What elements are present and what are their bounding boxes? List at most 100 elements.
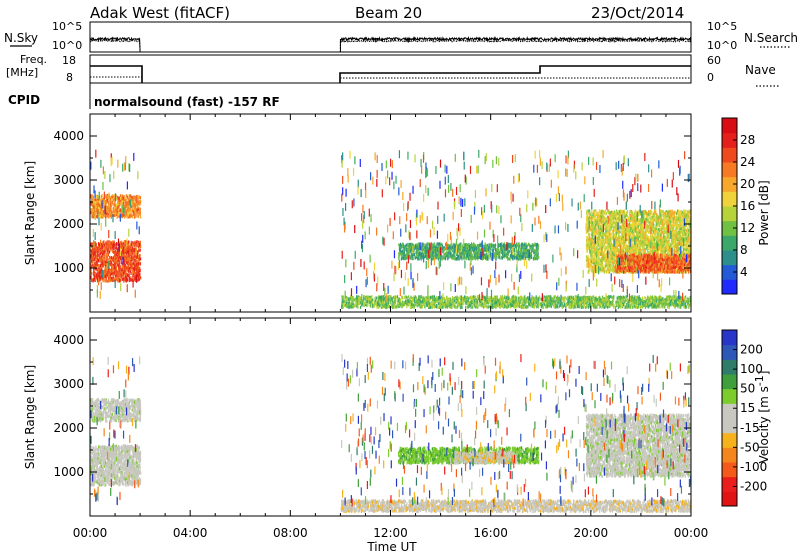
data-cell <box>518 245 520 249</box>
data-cell <box>466 243 468 247</box>
data-cell <box>473 247 476 251</box>
data-cell <box>681 251 684 255</box>
data-cell <box>630 215 633 219</box>
data-cell <box>139 248 141 252</box>
data-cell <box>109 243 111 247</box>
data-cell <box>109 211 111 215</box>
data-cell <box>90 250 93 254</box>
data-cell <box>513 248 515 252</box>
data-cell <box>453 252 455 256</box>
data-cell <box>405 253 407 257</box>
data-cell <box>646 245 649 249</box>
data-cell <box>469 248 471 252</box>
data-cell <box>407 250 409 254</box>
data-cell <box>132 242 134 246</box>
freq-tick-top: 18 <box>62 54 76 67</box>
data-cell <box>454 257 456 261</box>
data-cell <box>123 277 125 281</box>
data-cell <box>121 242 123 246</box>
data-cell <box>93 276 96 280</box>
data-cell <box>109 269 112 273</box>
data-cell <box>508 244 510 248</box>
data-cell <box>500 249 502 253</box>
data-cell <box>113 278 115 282</box>
data-cell <box>128 255 131 259</box>
data-cell <box>124 272 126 276</box>
data-cell <box>114 197 116 201</box>
data-cell <box>109 261 111 265</box>
data-cell <box>411 257 413 261</box>
data-cell <box>399 242 402 246</box>
data-cell <box>137 270 140 274</box>
data-cell <box>626 237 628 241</box>
data-cell <box>628 246 630 250</box>
data-cell <box>417 257 419 261</box>
data-cell <box>115 253 117 257</box>
data-cell <box>680 230 682 234</box>
data-cell <box>96 200 98 204</box>
data-cell <box>99 276 101 280</box>
data-cell <box>101 215 103 219</box>
data-cell <box>110 204 112 208</box>
data-cell <box>439 248 441 252</box>
data-cell <box>511 251 513 255</box>
data-cell <box>467 251 469 255</box>
data-cell <box>129 277 131 281</box>
data-cell <box>93 203 95 207</box>
data-cell <box>477 257 479 261</box>
data-cell <box>447 251 449 255</box>
data-cell <box>137 211 139 215</box>
data-cell <box>593 215 595 219</box>
data-cell <box>425 250 428 254</box>
data-cell <box>452 249 454 253</box>
data-cell <box>93 215 95 219</box>
data-cell <box>133 263 135 267</box>
data-cell <box>449 249 451 253</box>
data-cell <box>99 208 101 212</box>
data-cell <box>93 246 95 250</box>
data-cell <box>118 203 121 207</box>
data-cell <box>129 206 131 210</box>
data-cell <box>129 213 131 217</box>
data-cell <box>125 254 127 258</box>
data-cell <box>474 253 476 257</box>
data-cell <box>507 246 509 250</box>
data-cell <box>535 245 537 249</box>
data-cell <box>96 247 98 251</box>
data-cell <box>127 253 129 257</box>
data-cell <box>527 248 530 252</box>
data-cell <box>98 242 100 246</box>
site-title: Adak West (fitACF) <box>90 4 230 22</box>
data-cell <box>438 242 440 246</box>
data-cell <box>408 242 410 246</box>
data-cell <box>129 243 131 247</box>
data-cell <box>419 251 421 255</box>
data-cell <box>525 242 527 246</box>
data-cell <box>110 242 113 246</box>
data-cell <box>684 243 686 247</box>
data-cell <box>501 246 504 250</box>
data-cell <box>95 274 97 278</box>
nsearch-tick-top: 10^5 <box>707 20 737 33</box>
data-cell <box>620 221 622 225</box>
data-cell <box>116 261 119 265</box>
data-cell <box>136 253 138 257</box>
data-cell <box>111 244 113 248</box>
data-cell <box>508 257 510 261</box>
data-cell <box>507 242 509 246</box>
data-cell <box>431 247 433 251</box>
data-cell <box>137 251 139 255</box>
data-cell <box>100 210 102 214</box>
data-cell <box>136 199 138 203</box>
data-cell <box>600 236 603 240</box>
data-cell <box>121 256 123 260</box>
data-cell <box>630 226 632 230</box>
data-cell <box>418 244 420 248</box>
data-cell <box>474 254 477 258</box>
data-cell <box>101 261 103 265</box>
data-cell <box>523 243 525 247</box>
data-cell <box>109 204 112 208</box>
data-cell <box>413 253 415 257</box>
data-cell <box>687 241 689 245</box>
